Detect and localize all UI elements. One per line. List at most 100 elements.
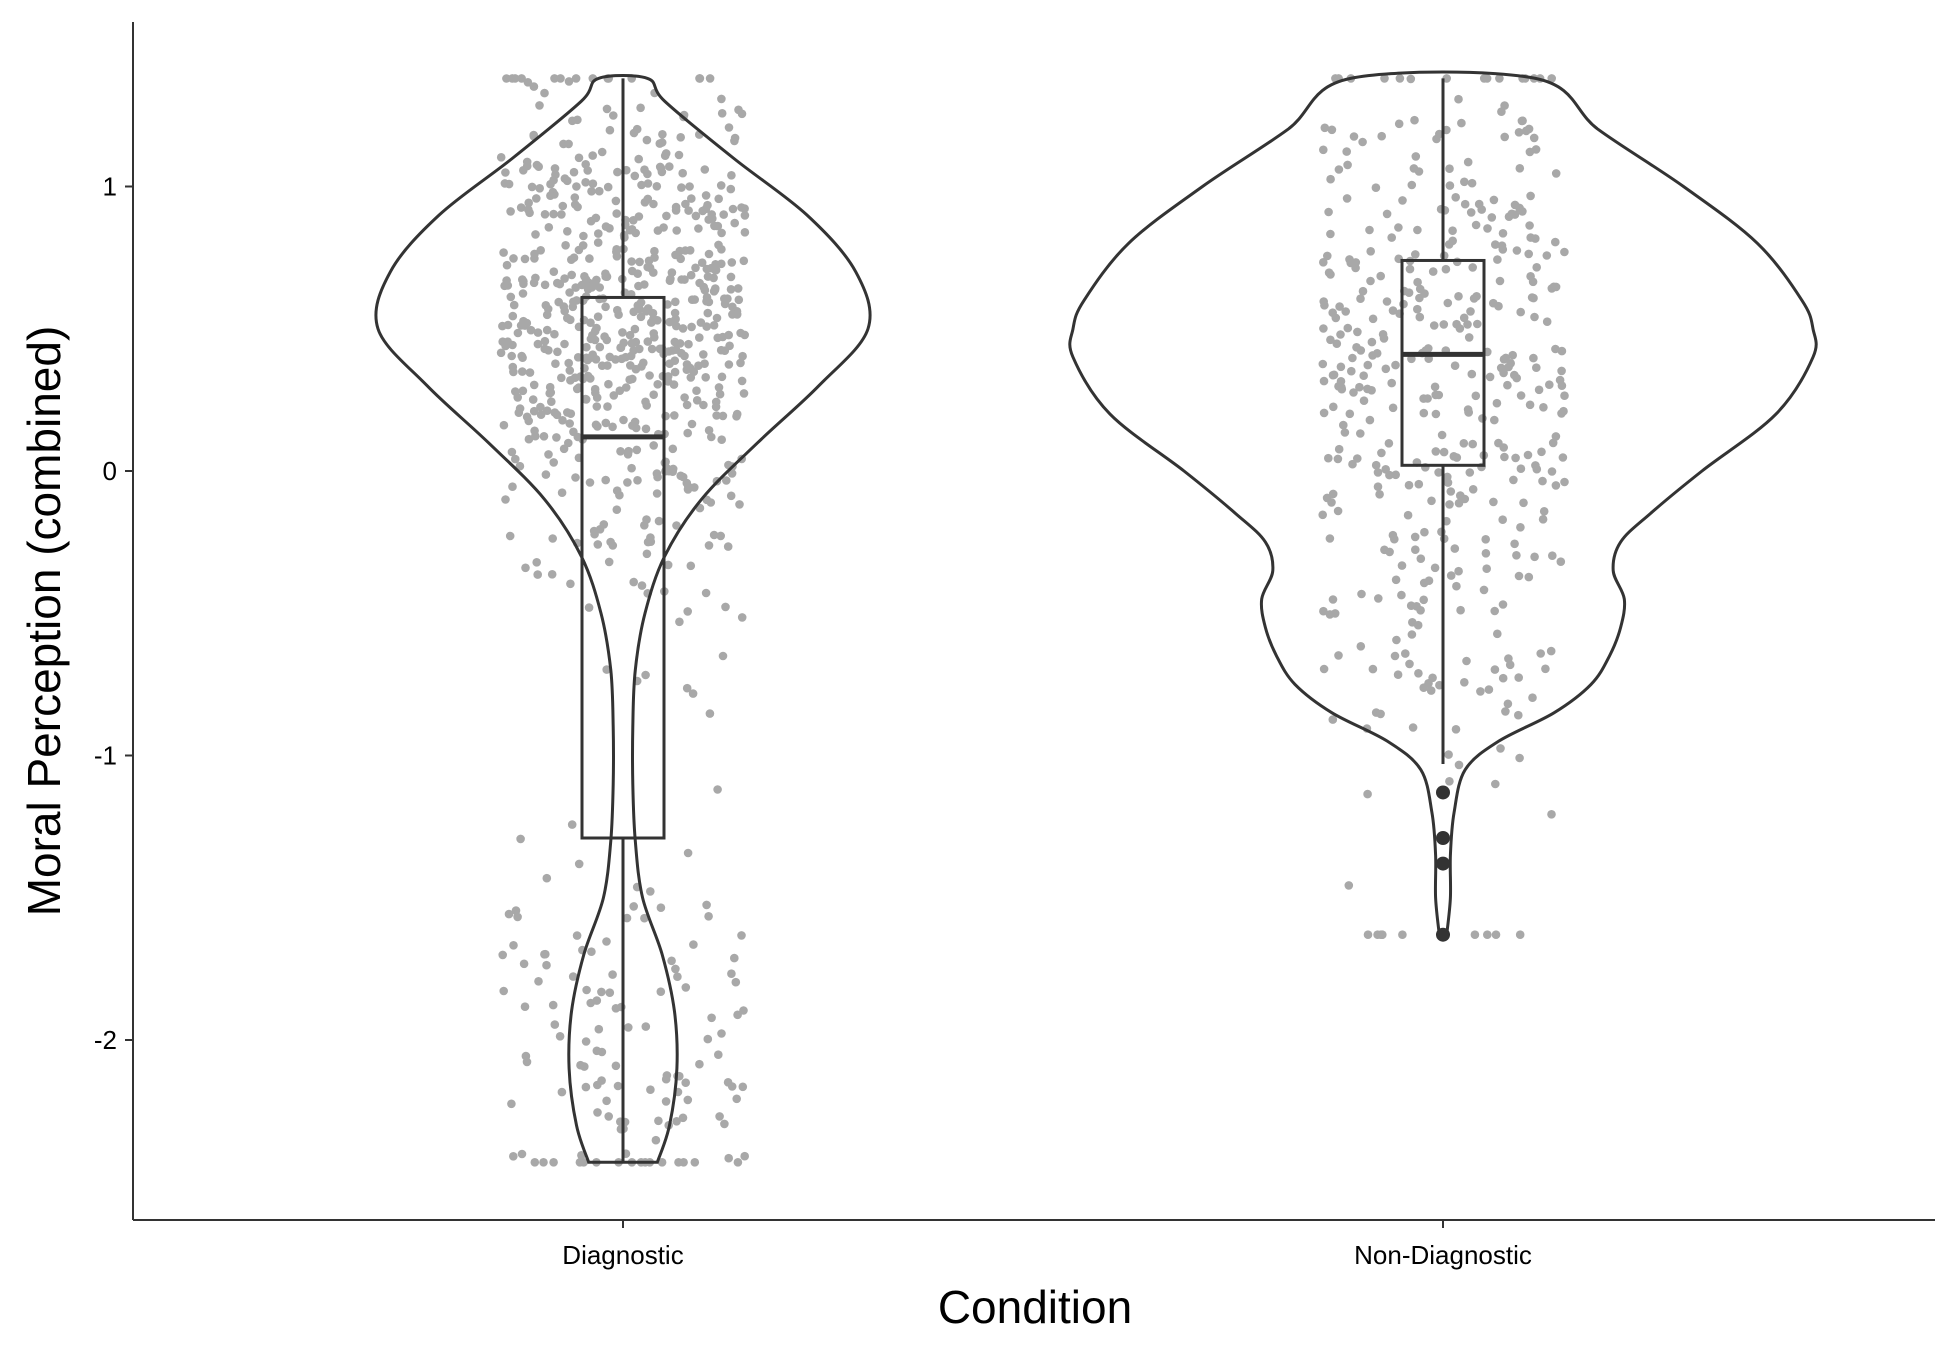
jitter-point — [555, 1032, 565, 1041]
jitter-point — [624, 1023, 633, 1032]
jitter-point — [1450, 544, 1460, 553]
jitter-point — [1521, 126, 1531, 136]
jitter-point — [720, 1119, 729, 1129]
jitter-point — [509, 254, 518, 263]
jitter-point — [1435, 129, 1444, 139]
jitter-point — [557, 210, 566, 219]
jitter-point — [1519, 498, 1528, 508]
jitter-point — [522, 157, 532, 167]
jitter-point — [496, 153, 506, 162]
jitter-point — [689, 940, 698, 949]
jitter-point — [1366, 276, 1375, 286]
jitter-point — [560, 306, 569, 316]
jitter-point — [532, 558, 541, 567]
jitter-point — [1395, 74, 1405, 83]
jitter-point — [541, 470, 551, 479]
jitter-point — [1430, 563, 1440, 573]
jitter-point — [730, 133, 740, 143]
jitter-point — [691, 263, 700, 273]
jitter-point — [1460, 678, 1469, 687]
jitter-point — [1434, 468, 1443, 477]
jitter-point — [652, 489, 662, 498]
jitter-point — [549, 458, 558, 467]
jitter-point — [1448, 226, 1457, 235]
outlier-point — [1436, 927, 1450, 942]
jitter-point — [663, 377, 673, 386]
jitter-point — [662, 1071, 672, 1080]
jitter-point — [540, 210, 550, 219]
jitter-point — [726, 272, 736, 282]
jitter-point — [1548, 551, 1557, 560]
jitter-point — [1555, 375, 1565, 385]
jitter-point — [529, 380, 539, 390]
jitter-point — [582, 342, 591, 352]
jitter-point — [524, 205, 533, 214]
jitter-point — [723, 1078, 733, 1087]
jitter-point — [736, 358, 745, 368]
jitter-point — [1452, 319, 1461, 329]
jitter-point — [531, 273, 540, 283]
jitter-point — [705, 74, 715, 83]
jitter-point — [1482, 564, 1491, 573]
jitter-point — [612, 505, 622, 514]
jitter-point — [678, 324, 688, 333]
jitter-point — [1381, 364, 1391, 374]
jitter-point — [523, 78, 533, 87]
jitter-point — [1523, 450, 1533, 460]
jitter-point — [609, 111, 618, 120]
jitter-point — [685, 246, 695, 255]
jitter-point — [1476, 687, 1485, 696]
jitter-point — [1551, 432, 1561, 441]
jitter-point — [657, 138, 667, 147]
jitter-point — [734, 295, 744, 305]
jitter-point — [1325, 534, 1335, 543]
jitter-point — [1515, 930, 1525, 939]
jitter-point — [1398, 930, 1407, 939]
jitter-point — [701, 588, 711, 598]
jitter-point — [733, 284, 743, 293]
jitter-point — [674, 150, 684, 160]
jitter-point — [1443, 298, 1453, 308]
jitter-point — [1536, 649, 1545, 658]
jitter-point — [534, 977, 543, 986]
jitter-point — [1367, 337, 1377, 347]
jitter-point — [561, 241, 570, 250]
jitter-point — [1545, 380, 1554, 390]
jitter-point — [565, 366, 575, 375]
jitter-point — [632, 445, 642, 455]
jitter-point — [1526, 191, 1535, 201]
jitter-point — [1464, 333, 1474, 342]
jitter-point — [557, 488, 567, 498]
jitter-point — [654, 1116, 663, 1126]
jitter-point — [545, 382, 555, 392]
jitter-point — [625, 330, 635, 340]
jitter-point — [544, 223, 554, 232]
jitter-point — [1428, 267, 1438, 276]
jitter-point — [709, 530, 719, 540]
jitter-point — [1495, 74, 1504, 83]
jitter-point — [539, 432, 549, 441]
jitter-point — [722, 476, 731, 485]
jitter-point — [677, 183, 686, 192]
jitter-point — [1407, 630, 1417, 639]
jitter-point — [584, 603, 594, 612]
jitter-point — [1485, 372, 1495, 382]
jitter-point — [529, 406, 539, 416]
jitter-point — [1393, 670, 1403, 679]
jitter-point — [682, 360, 692, 369]
jitter-point — [682, 400, 692, 410]
jitter-point — [1531, 145, 1541, 154]
jitter-point — [528, 395, 538, 404]
jitter-point — [1374, 594, 1383, 603]
jitter-point — [1439, 447, 1449, 457]
jitter-point — [1454, 566, 1463, 576]
jitter-point — [1551, 169, 1561, 178]
jitter-point — [675, 246, 685, 256]
jitter-point — [541, 301, 551, 310]
jitter-point — [1547, 467, 1557, 476]
jitter-point — [717, 1029, 726, 1038]
jitter-point — [567, 270, 576, 280]
jitter-point — [1451, 193, 1460, 202]
jitter-point — [1398, 196, 1407, 205]
jitter-point — [732, 310, 742, 319]
